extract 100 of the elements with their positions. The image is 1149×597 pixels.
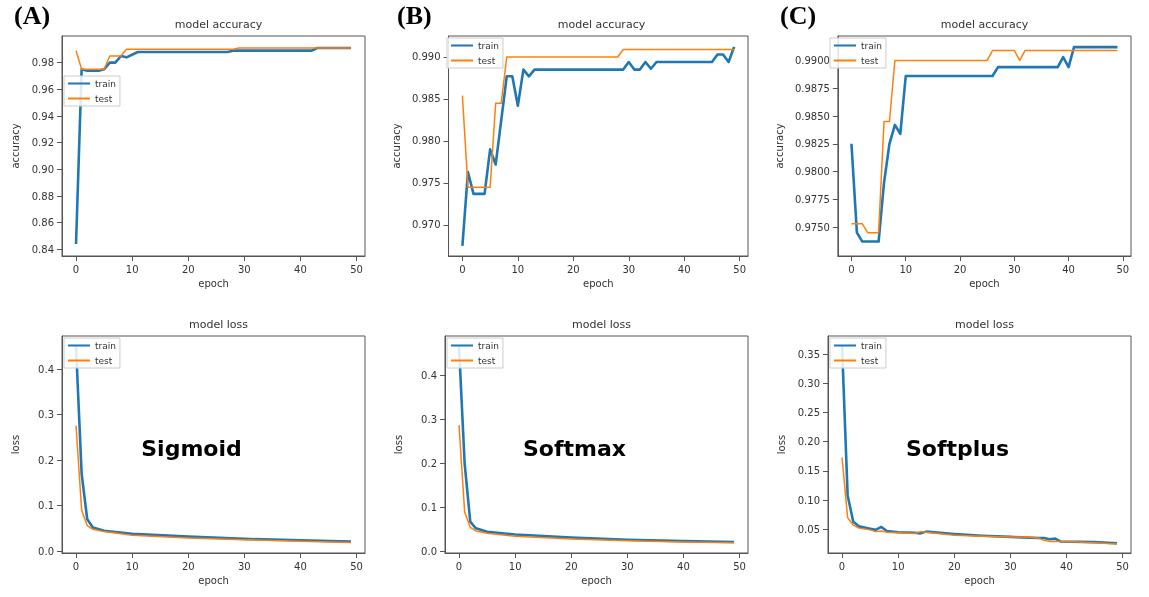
y-tick-label: 0.9850 bbox=[794, 110, 830, 122]
y-tick-label: 0.9775 bbox=[794, 193, 830, 205]
x-tick-label: 10 bbox=[125, 560, 139, 572]
x-tick-label: 0 bbox=[72, 263, 80, 275]
y-tick-label: 0.2 bbox=[38, 454, 54, 466]
legend-label: train bbox=[861, 40, 882, 51]
y-tick-label: 0.92 bbox=[31, 137, 54, 149]
legend-label: train bbox=[95, 78, 116, 89]
chart-title: model accuracy bbox=[174, 18, 263, 31]
x-tick-label: 0 bbox=[459, 263, 466, 275]
x-tick-label: 30 bbox=[622, 263, 636, 275]
y-axis-title: loss bbox=[392, 434, 404, 455]
x-tick-label: 50 bbox=[1116, 263, 1130, 275]
x-tick-label: 40 bbox=[294, 560, 307, 572]
y-tick-label: 0.88 bbox=[31, 190, 54, 202]
y-tick-label: 0.4 bbox=[38, 363, 54, 375]
x-tick-label: 40 bbox=[1060, 560, 1073, 572]
x-axis-title: epoch bbox=[581, 575, 612, 587]
x-tick-label: 20 bbox=[953, 263, 967, 275]
y-tick-label: 0.90 bbox=[31, 163, 54, 175]
y-tick-label: 0.84 bbox=[31, 243, 54, 255]
text: (C) bbox=[780, 0, 817, 30]
x-tick-label: 20 bbox=[181, 560, 195, 572]
text: (B) bbox=[397, 0, 432, 30]
x-tick-label: 30 bbox=[237, 560, 251, 572]
y-axis-title: accuracy bbox=[390, 123, 402, 169]
y-tick-label: 0.35 bbox=[797, 348, 820, 360]
x-tick-label: 50 bbox=[733, 263, 747, 275]
annotation: Softmax bbox=[523, 436, 627, 461]
x-axis-title: epoch bbox=[583, 278, 614, 290]
y-axis-title: loss bbox=[775, 434, 787, 455]
y-tick-label: 0.975 bbox=[411, 177, 441, 189]
line-series bbox=[461, 48, 735, 188]
x-axis-title: epoch bbox=[964, 575, 995, 587]
x-tick-label: 0 bbox=[455, 560, 463, 572]
chart-title: model accuracy bbox=[940, 18, 1029, 31]
legend-label: test bbox=[95, 355, 113, 366]
y-tick-label: 0.985 bbox=[411, 93, 441, 105]
y-tick-label: 0.0 bbox=[38, 545, 54, 557]
x-tick-label: 10 bbox=[511, 263, 525, 275]
x-tick-label: 50 bbox=[733, 560, 746, 572]
y-tick-label: 0.25 bbox=[797, 407, 820, 418]
legend-label: train bbox=[478, 340, 499, 351]
y-tick-label: 0.96 bbox=[31, 83, 54, 95]
x-tick-label: 10 bbox=[125, 263, 139, 275]
y-tick-label: 0.0 bbox=[421, 546, 437, 558]
annotation: Sigmoid bbox=[141, 436, 242, 461]
y-axis-title: accuracy bbox=[9, 123, 21, 169]
legend-label: test bbox=[478, 355, 496, 366]
x-tick-label: 0 bbox=[848, 263, 855, 275]
x-tick-label: 50 bbox=[350, 263, 363, 275]
y-tick-label: 0.05 bbox=[797, 523, 820, 535]
y-tick-label: 0.98 bbox=[31, 57, 54, 69]
x-axis-title: epoch bbox=[198, 278, 229, 290]
x-tick-label: 40 bbox=[294, 263, 307, 275]
x-tick-label: 50 bbox=[350, 560, 363, 572]
line-series bbox=[458, 424, 735, 544]
line-series bbox=[75, 424, 352, 544]
x-tick-label: 10 bbox=[899, 263, 913, 275]
y-tick-label: 0.9825 bbox=[794, 138, 830, 150]
y-tick-label: 0.990 bbox=[411, 51, 441, 63]
x-tick-label: 20 bbox=[566, 263, 580, 275]
chart-title: model loss bbox=[955, 318, 1015, 331]
x-tick-label: 20 bbox=[947, 560, 961, 572]
x-tick-label: 30 bbox=[1003, 560, 1017, 572]
y-tick-label: 0.20 bbox=[797, 436, 820, 448]
y-tick-label: 0.9800 bbox=[794, 166, 830, 178]
x-tick-label: 20 bbox=[181, 263, 195, 275]
text: (A) bbox=[14, 0, 51, 30]
x-tick-label: 10 bbox=[508, 560, 522, 572]
y-tick-label: 0.94 bbox=[31, 110, 54, 122]
y-axis-title: loss bbox=[9, 434, 21, 455]
y-tick-label: 0.9900 bbox=[794, 54, 830, 66]
y-tick-label: 0.9750 bbox=[794, 221, 830, 233]
x-axis-title: epoch bbox=[198, 575, 229, 587]
y-tick-label: 0.980 bbox=[411, 135, 441, 147]
x-tick-label: 0 bbox=[72, 560, 80, 572]
legend-label: test bbox=[861, 55, 879, 66]
legend-label: train bbox=[478, 40, 499, 51]
y-tick-label: 0.86 bbox=[31, 217, 54, 229]
x-tick-label: 0 bbox=[838, 560, 846, 572]
x-tick-label: 20 bbox=[564, 560, 578, 572]
chart-title: model loss bbox=[189, 318, 249, 331]
y-axis-title: accuracy bbox=[773, 123, 785, 169]
x-tick-label: 30 bbox=[620, 560, 634, 572]
y-tick-label: 0.30 bbox=[797, 377, 820, 389]
x-tick-label: 30 bbox=[1007, 263, 1021, 275]
x-tick-label: 40 bbox=[1062, 263, 1075, 275]
y-tick-label: 0.970 bbox=[411, 219, 441, 231]
y-tick-label: 0.4 bbox=[421, 369, 437, 381]
y-tick-label: 0.1 bbox=[421, 502, 437, 514]
y-tick-label: 0.2 bbox=[421, 457, 437, 469]
legend-label: train bbox=[95, 340, 116, 351]
chart-title: model accuracy bbox=[557, 18, 646, 31]
annotation: Softplus bbox=[905, 436, 1010, 461]
y-tick-label: 0.3 bbox=[421, 413, 437, 425]
x-tick-label: 40 bbox=[677, 560, 690, 572]
legend-label: train bbox=[861, 340, 882, 351]
x-tick-label: 50 bbox=[1116, 560, 1129, 572]
legend-label: test bbox=[95, 93, 113, 104]
